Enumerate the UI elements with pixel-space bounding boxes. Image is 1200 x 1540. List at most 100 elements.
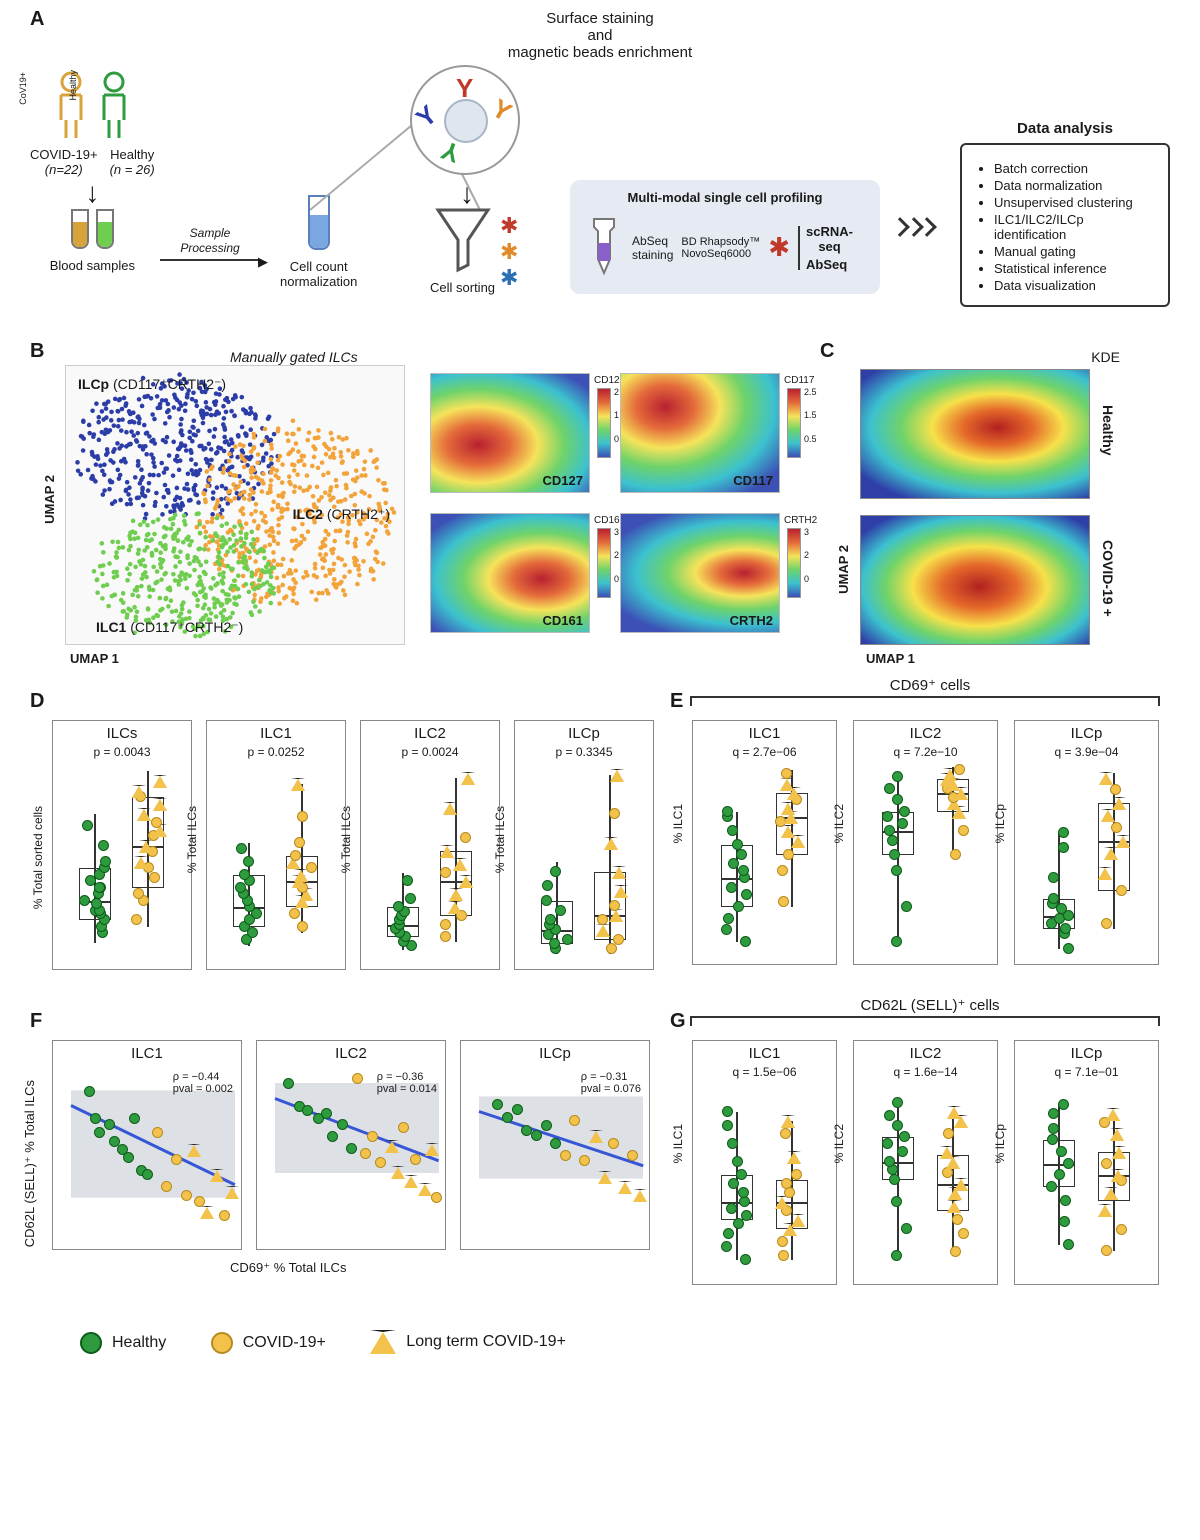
data-point xyxy=(884,1110,895,1121)
tube-healthy-icon xyxy=(96,209,114,249)
data-point xyxy=(778,1250,789,1261)
scatter-point xyxy=(337,1119,348,1130)
plot-stat: q = 1.5e−06 xyxy=(693,1065,836,1079)
scatter-point xyxy=(531,1130,542,1141)
data-point xyxy=(741,889,752,900)
panel-e: CD69⁺ cells ILC1q = 2.7e−06% ILC1ILC2q =… xyxy=(680,700,1170,990)
scatter-stat: ρ = −0.44pval = 0.002 xyxy=(173,1071,233,1095)
data-point xyxy=(132,785,146,798)
chevrons xyxy=(895,220,932,237)
chevron-icon xyxy=(917,217,937,237)
scatter-point xyxy=(327,1131,338,1142)
panelf-ylab: CD62L (SELL)⁺ % Total ILCs xyxy=(22,1080,37,1247)
panel-b: Manually gated ILCs UMAP 2 UMAP 1 ILCp (… xyxy=(30,355,800,675)
data-point xyxy=(952,1214,963,1225)
box-plot-ilc2: ILC2q = 1.6e−14% ILC2 xyxy=(853,1040,998,1285)
data-point xyxy=(791,1169,802,1180)
kde-healthy xyxy=(860,369,1090,499)
scatter-title: ILC2 xyxy=(257,1045,445,1062)
plot-title: ILC1 xyxy=(207,725,345,742)
legend-healthy: Healthy xyxy=(80,1332,166,1354)
data-point xyxy=(889,849,900,860)
data-point xyxy=(722,1106,733,1117)
data-point xyxy=(958,825,969,836)
plot-stat: p = 0.0043 xyxy=(53,745,191,759)
data-point xyxy=(1112,797,1126,810)
ylabel: % ILC1 xyxy=(671,1124,685,1163)
data-point xyxy=(294,869,308,882)
kde-label: KDE xyxy=(1091,349,1120,365)
data-point xyxy=(791,1214,805,1227)
scatter-plot-ilc1: ILC1ρ = −0.44pval = 0.002 xyxy=(52,1040,242,1250)
healthy-person-icon xyxy=(94,70,134,143)
scatter-point xyxy=(618,1181,632,1194)
data-point xyxy=(1063,1158,1074,1169)
data-point xyxy=(1111,822,1122,833)
plot-stat: p = 0.0024 xyxy=(361,745,499,759)
legend-longcovid-marker-icon xyxy=(370,1330,396,1354)
data-point xyxy=(440,919,451,930)
data-point xyxy=(153,798,167,811)
data-point xyxy=(780,1128,791,1139)
antibody-blue-icon: Y xyxy=(410,99,443,134)
data-point xyxy=(291,778,305,791)
data-point xyxy=(1106,1108,1120,1121)
data-point xyxy=(550,866,561,877)
data-point xyxy=(1098,867,1112,880)
scatter-point xyxy=(385,1140,399,1153)
data-point xyxy=(290,850,301,861)
data-point xyxy=(79,895,90,906)
tube-covid-icon xyxy=(71,209,89,249)
panel-c: KDE Healthy COVID-19 + UMAP 2 UMAP 1 xyxy=(830,355,1160,675)
plot-title: ILCp xyxy=(515,725,653,742)
cell-sorting-label: Cell sorting xyxy=(430,280,495,295)
data-point xyxy=(612,866,626,879)
analysis-item: Statistical inference xyxy=(994,261,1154,276)
data-point xyxy=(134,856,148,869)
data-point xyxy=(555,905,566,916)
stain-circle-icon: Y Y Y Y xyxy=(410,65,520,175)
box-plot-ilcs: ILCsp = 0.0043% Total sorted cells xyxy=(52,720,192,970)
kde-covid-label: COVID-19 + xyxy=(1100,540,1116,617)
data-point xyxy=(884,783,895,794)
data-point xyxy=(723,913,734,924)
funnel-icon xyxy=(433,263,493,278)
scatter-point xyxy=(608,1138,619,1149)
ilcp-cluster-label: ILCp (CD117⁺CRTH2⁻) xyxy=(78,376,226,393)
staining-header: Surface staining and magnetic beads enri… xyxy=(30,10,1170,61)
umap1-axis-label: UMAP 1 xyxy=(70,651,119,666)
legend-covid: COVID-19+ xyxy=(211,1332,326,1354)
gated-title: Manually gated ILCs xyxy=(230,349,358,365)
mini-umap-crth2: CRTH2CRTH2320 xyxy=(620,513,780,633)
marker-orange-icon: ✱ xyxy=(500,239,518,264)
panelc-umap2: UMAP 2 xyxy=(836,545,851,594)
analysis-item: Unsupervised clustering xyxy=(994,195,1154,210)
data-point xyxy=(882,811,893,822)
data-point xyxy=(609,808,620,819)
scatter-point xyxy=(431,1192,442,1203)
rhapsody-label: BD Rhapsody™ xyxy=(681,236,760,248)
mini-umap-cd161: CD161CD161320 xyxy=(430,513,590,633)
scatter-point xyxy=(181,1190,192,1201)
data-point xyxy=(1116,885,1127,896)
data-point xyxy=(1101,809,1115,822)
scatter-point xyxy=(200,1206,214,1219)
analysis-list: Batch correctionData normalizationUnsupe… xyxy=(976,161,1154,293)
analysis-item: Data normalization xyxy=(994,178,1154,193)
data-point xyxy=(736,849,747,860)
analysis-item: Manual gating xyxy=(994,244,1154,259)
virus-icon: ✱ xyxy=(768,232,790,263)
profiling-title: Multi-modal single cell profiling xyxy=(584,190,866,205)
data-point xyxy=(1058,827,1069,838)
legend-covid-label: COVID-19+ xyxy=(243,1334,326,1352)
cohort-block: COVID-19+(n=22) Healthy(n = 26) ↓ CoV19+… xyxy=(30,70,155,273)
panel-e-bracket-icon xyxy=(690,696,1160,704)
scatter-point xyxy=(410,1154,421,1165)
scatter-point xyxy=(425,1143,439,1156)
data-point xyxy=(901,901,912,912)
data-point xyxy=(443,802,457,815)
cbar-ticks: 210 xyxy=(614,387,619,445)
arrow-down-icon: ↓ xyxy=(30,177,155,209)
data-point xyxy=(943,1128,954,1139)
data-point xyxy=(733,901,744,912)
